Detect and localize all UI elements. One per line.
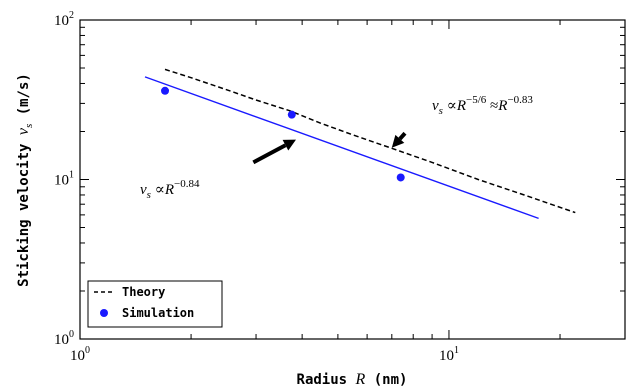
x-axis-label: Radius R (nm) [297,371,408,388]
theory-annotation: vs ∝R−5/6 ≈R−0.83 [432,94,533,117]
legend: Theory Simulation [87,280,223,328]
legend-simulation-swatch [100,309,108,317]
theory-line [164,68,576,214]
legend-simulation-label: Simulation [122,306,194,320]
axis-tick-labels: 100 101 100 101 102 [54,10,459,364]
simulation-point [161,86,170,95]
y-tick-label: 102 [54,10,74,29]
axis-ticks [79,19,626,340]
series-layer [144,68,576,220]
fit-annotation: vs ∝R−0.84 [140,178,200,201]
fit-line [144,76,539,220]
x-tick-label: 101 [439,345,459,364]
y-tick-label: 100 [54,329,74,348]
x-tick-label: 100 [70,345,90,364]
legend-box [87,280,223,328]
simulation-point [396,173,405,182]
legend-theory-label: Theory [122,285,165,299]
fit-annotation-arrow-shaft [252,143,287,165]
theory-annotation-arrow-head [391,134,405,148]
annotation-layer: vs ∝R−5/6 ≈R−0.83 vs ∝R−0.84 [140,94,533,201]
y-axis-label: Sticking velocity vs (m/s) [15,73,35,287]
y-tick-label: 101 [54,170,74,189]
fit-annotation-arrow-head [282,139,296,151]
theory-annotation-arrow-shaft [398,131,407,141]
simulation-point [287,110,296,119]
